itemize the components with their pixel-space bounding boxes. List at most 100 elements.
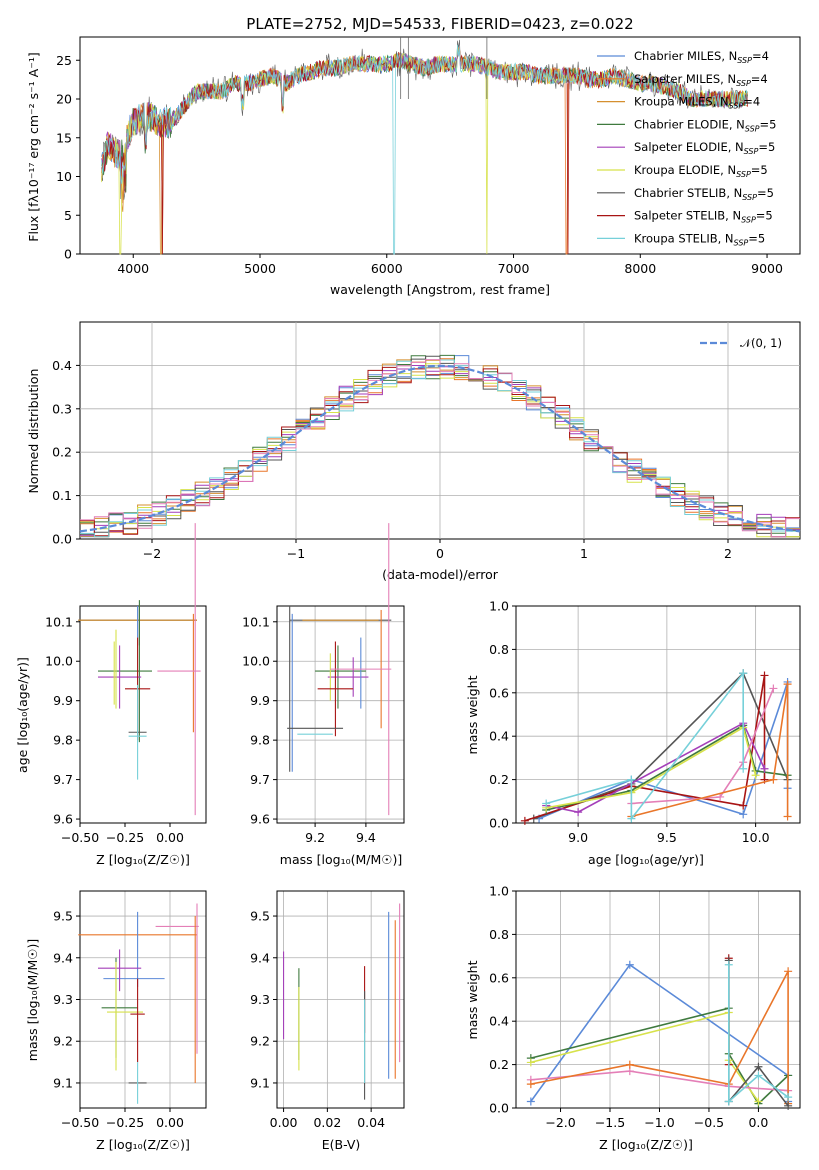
plus-marker (769, 775, 778, 784)
ytick-label: 9.8 (250, 733, 270, 748)
plus-marker (784, 967, 793, 976)
residual-ytick-label: 0.0 (52, 532, 72, 547)
residual-ytick-label: 0.2 (52, 445, 72, 460)
ytick-label: 0.0 (489, 1101, 509, 1116)
massebv-xlabel: E(B-V) (322, 1137, 361, 1152)
spectrum-lines (101, 37, 748, 255)
legend-label: Salpeter ELODIE, NSSP=5 (634, 140, 775, 156)
residual-ytick-label: 0.3 (52, 401, 72, 416)
mass-weight-line (546, 726, 757, 809)
xtick-label: 10.0 (742, 830, 770, 845)
plus-marker (783, 812, 792, 821)
plus-marker (716, 792, 725, 801)
xtick-label: −1.5 (595, 1115, 625, 1130)
plus-marker (739, 764, 748, 773)
spectrum-xticks: 4000 5000 6000 7000 8000 9000 (117, 254, 783, 276)
ytick-label: 9.1 (53, 1075, 73, 1090)
residual-ytick-label: 0.1 (52, 488, 72, 503)
plus-marker (783, 680, 792, 689)
xtick-label: 0.02 (313, 1115, 341, 1130)
massz-xlabel: Z [log₁₀(Z/Z☉)] (96, 1137, 190, 1152)
xtick-label: 9.4 (356, 830, 376, 845)
ytick-label: 0.2 (489, 1057, 509, 1072)
plus-marker (526, 1097, 535, 1106)
normal-curve-line (79, 364, 801, 533)
ytick-label: 9.8 (53, 733, 73, 748)
residual-ytick-label: 0.4 (52, 358, 72, 373)
spectrum-ytick-label: 10 (56, 169, 72, 184)
mass-weight-line (530, 1070, 789, 1092)
spectrum-ytick-label: 20 (56, 92, 72, 107)
plus-marker (574, 808, 583, 817)
ytick-label: 9.6 (250, 812, 270, 827)
ytick-label: 0.6 (489, 970, 509, 985)
legend-label: Chabrier MILES, NSSP=4 (634, 49, 769, 65)
ytick-label: 9.2 (53, 1034, 73, 1049)
xtick-label: 9.0 (568, 830, 588, 845)
spectrum-xtick-label: 8000 (624, 261, 656, 276)
ytick-label: 0.6 (489, 685, 509, 700)
plus-marker (784, 1101, 793, 1110)
ytick-label: 9.9 (250, 693, 270, 708)
ytick-label: 1.0 (489, 884, 509, 899)
plus-marker (784, 1093, 793, 1102)
plus-marker (754, 1097, 763, 1106)
mass-weight-line (631, 683, 789, 818)
spectrum-ytick-label: 15 (56, 130, 72, 145)
ytick-label: 0.0 (489, 816, 509, 831)
ytick-label: 10.1 (242, 614, 270, 629)
xtick-label: 0.00 (270, 1115, 298, 1130)
plus-marker (542, 799, 551, 808)
mwz-xlabel: Z [log₁₀(Z/Z☉)] (599, 1137, 693, 1152)
ytick-label: 1.0 (489, 599, 509, 614)
mass-weight-line (631, 688, 775, 805)
agem-xlabel: mass [log₁₀(M/M☉)] (280, 852, 402, 867)
xtick-label: −0.5 (694, 1115, 724, 1130)
figure-title: PLATE=2752, MJD=54533, FIBERID=0423, z=0… (246, 15, 633, 33)
ytick-label: 0.8 (489, 642, 509, 657)
spectrum-ytick-label: 25 (56, 53, 72, 68)
plus-marker (526, 1058, 535, 1067)
ytick-label: 9.2 (250, 1034, 270, 1049)
normal-legend-label: 𝒩(0, 1) (740, 336, 782, 350)
panel-frame (276, 605, 405, 824)
ytick-label: 9.4 (250, 950, 270, 965)
legend-label: Salpeter MILES, NSSP=4 (634, 72, 768, 88)
ytick-label: 10.0 (45, 654, 73, 669)
spectrum-yticks: 0 5 10 15 20 25 (56, 53, 80, 262)
residual-xtick-label: 1 (580, 546, 588, 561)
spectrum-ytick-label: 5 (64, 208, 72, 223)
xtick-label: 0.0 (748, 1115, 768, 1130)
residual-xtick-label: 2 (724, 546, 732, 561)
legend-label: Chabrier STELIB, NSSP=5 (634, 186, 774, 202)
xtick-label: −0.50 (61, 1115, 99, 1130)
ytick-label: 9.7 (250, 772, 270, 787)
legend-label: Salpeter STELIB, NSSP=5 (634, 209, 773, 225)
massweight-vs-age-panel: 9.0 9.5 10.0 0.0 0.2 0.4 0.6 0.8 1.0 (489, 599, 801, 845)
plus-marker (520, 816, 529, 825)
panel-frame (515, 605, 801, 824)
ytick-label: 9.5 (53, 909, 73, 924)
legend-label: Chabrier ELODIE, NSSP=5 (634, 117, 776, 133)
ytick-label: 10.1 (45, 614, 73, 629)
residual-xtick-label: −2 (143, 546, 161, 561)
legend-label: Kroupa ELODIE, NSSP=5 (634, 163, 768, 179)
plus-marker (627, 814, 636, 823)
plus-marker (625, 1060, 634, 1069)
spectrum-legend: Chabrier MILES, NSSP=4 Salpeter MILES, NS… (597, 49, 776, 247)
plus-marker (754, 1062, 763, 1071)
spectrum-xtick-label: 5000 (244, 261, 276, 276)
plus-marker (769, 684, 778, 693)
mwage-ylabel: mass weight (465, 675, 480, 754)
xtick-label: −1.0 (644, 1115, 674, 1130)
residual-ylabel: Normed distribution (26, 369, 41, 494)
panel-frame (515, 890, 801, 1109)
massweight-vs-z-panel: −2.0 −1.5 −1.0 −0.5 0.0 0.0 0.2 0.4 0.6 0.8 1.0 (489, 884, 801, 1130)
mwage-xlabel: age [log₁₀(age/yr)] (588, 852, 704, 867)
plus-marker (724, 1097, 733, 1106)
legend-label: Kroupa MILES, NSSP=4 (634, 95, 760, 111)
ytick-label: 9.1 (250, 1075, 270, 1090)
mwz-ylabel: mass weight (465, 960, 480, 1039)
panel-frame (79, 605, 207, 824)
